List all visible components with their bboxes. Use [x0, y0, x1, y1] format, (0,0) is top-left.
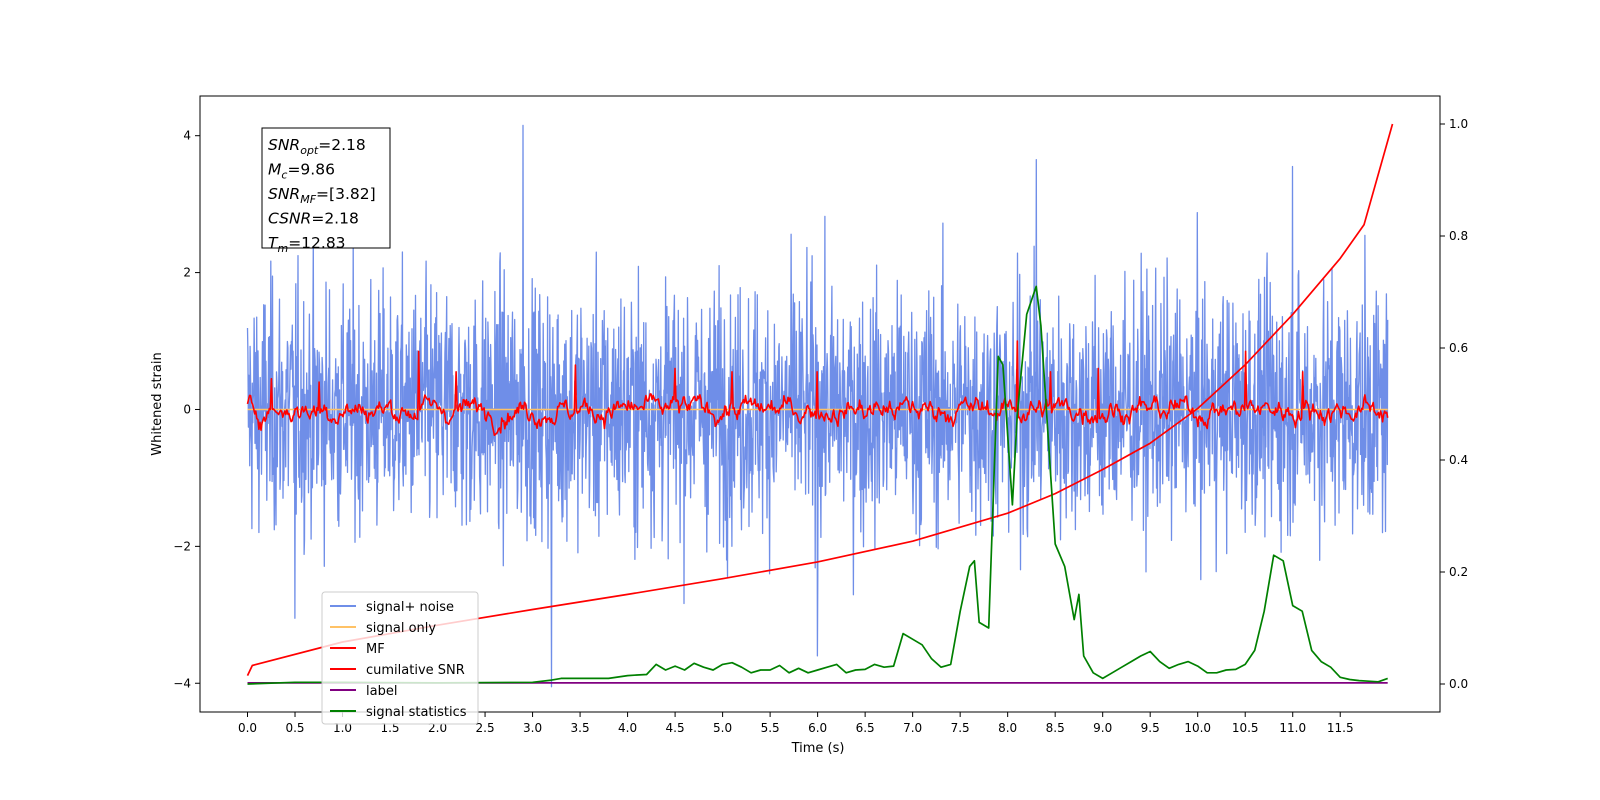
x-tick-label: 3.5 [571, 721, 590, 735]
x-tick-label: 0.0 [238, 721, 257, 735]
y-tick-label: 2 [183, 266, 191, 280]
annotation-line: Mc=9.86 [268, 161, 335, 182]
x-tick-label: 9.0 [1093, 721, 1112, 735]
legend-entry: label [330, 684, 397, 699]
annotation-line: SNRopt=2.18 [268, 136, 366, 157]
legend-frame [321, 591, 479, 725]
x-tick-label: 8.0 [998, 721, 1017, 735]
annotation-box: SNRopt=2.18 Mc=9.86 SNRMF=[3.82] CSNR=2.18 T… [261, 127, 391, 255]
legend-entry: signal+ noise [330, 600, 454, 615]
series-line-signal-statistics [247, 285, 1388, 685]
y2-tick-label: 0.6 [1449, 341, 1468, 355]
plot-area-frame [199, 95, 1441, 713]
x-tick-label: 6.5 [856, 721, 875, 735]
annotation-line: SNRMF=[3.82] [268, 185, 376, 206]
x-tick-label: 2.5 [476, 721, 495, 735]
legend-label: signal statistics [366, 705, 467, 720]
x-tick-label: 9.5 [1141, 721, 1160, 735]
x-axis-label: Time (s) [791, 741, 845, 756]
legend-label: cumilative SNR [366, 663, 465, 678]
x-tick-label: 3.0 [523, 721, 542, 735]
x-tick-label: 11.5 [1327, 721, 1354, 735]
y-tick-label: 0 [183, 402, 191, 416]
x-tick-label: 5.0 [713, 721, 732, 735]
y-tick-label: −4 [173, 676, 191, 690]
x-tick-label: 0.5 [285, 721, 304, 735]
y2-tick-label: 0.8 [1449, 229, 1468, 243]
annotation-frame [261, 127, 391, 249]
legend-entry: cumilative SNR [330, 663, 465, 678]
y2-tick-label: 0.0 [1449, 677, 1468, 691]
x-tick-label: 4.0 [618, 721, 637, 735]
legend-entry: signal statistics [330, 705, 467, 720]
x-tick-label: 10.5 [1232, 721, 1259, 735]
legend-entry: signal only [330, 621, 436, 636]
series-line-signal-noise [246, 124, 1389, 688]
legend-label: signal+ noise [366, 600, 454, 615]
y2-tick-label: 0.4 [1449, 453, 1468, 467]
legend-entry: MF [330, 642, 385, 657]
x-tick-label: 6.0 [808, 721, 827, 735]
x-tick-label: 10.0 [1184, 721, 1211, 735]
y-axis-label: Whitened strain [150, 352, 165, 455]
y-axis-left: −4 −2 0 2 4 [173, 129, 200, 690]
x-tick-label: 4.5 [666, 721, 685, 735]
x-tick-label: 7.0 [903, 721, 922, 735]
y-tick-label: 4 [183, 129, 191, 143]
series-line-mf [246, 340, 1389, 437]
y2-tick-label: 1.0 [1449, 117, 1468, 131]
y2-tick-label: 0.2 [1449, 565, 1468, 579]
y-tick-label: −2 [173, 539, 191, 553]
legend-label: label [366, 684, 397, 699]
legend-label: MF [366, 642, 385, 657]
x-tick-label: 7.5 [951, 721, 970, 735]
y-axis-right: 0.0 0.2 0.4 0.6 0.8 1.0 [1440, 117, 1468, 691]
x-tick-label: 5.5 [761, 721, 780, 735]
x-tick-label: 8.5 [1046, 721, 1065, 735]
annotation-line: Tm=12.83 [268, 234, 346, 255]
legend-label: signal only [366, 621, 436, 636]
annotation-line: CSNR=2.18 [268, 210, 359, 228]
legend: signal+ noise signal only MF cumilative SNR… [321, 591, 479, 725]
x-tick-label: 11.0 [1279, 721, 1306, 735]
